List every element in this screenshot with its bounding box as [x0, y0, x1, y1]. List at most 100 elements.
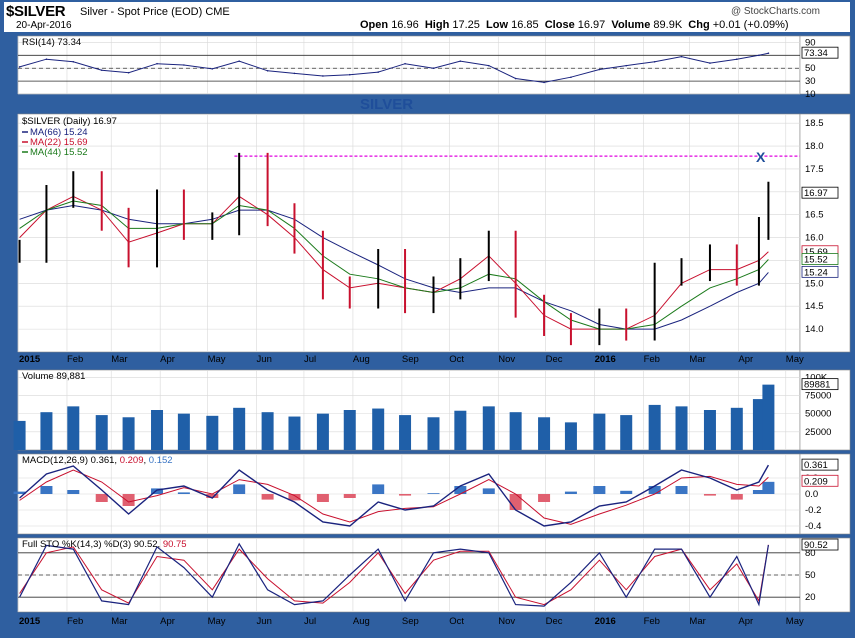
sto-d-line: [19, 544, 769, 606]
x-tick-label-bottom: Jun: [257, 616, 272, 627]
rsi-point: [156, 62, 158, 65]
macd-hist-bar: [261, 494, 274, 500]
x-tick-label-bottom: Sep: [402, 616, 419, 627]
rsi-last-tag: 73.34: [804, 48, 828, 59]
macd-hist-bar: [177, 492, 190, 494]
volume-bar: [151, 410, 164, 450]
x-tick-label: 2016: [595, 354, 616, 365]
x-tick-label: Feb: [644, 354, 660, 365]
price-tick-label: 16.0: [805, 233, 824, 244]
volume-bar: [316, 413, 329, 450]
volume-bar: [427, 417, 440, 450]
rsi-point: [238, 60, 240, 62]
legend-2: MA(44) 15.52: [30, 147, 88, 158]
rsi-point: [72, 60, 75, 63]
price-tag-3: 15.24: [804, 267, 828, 278]
rsi-point: [45, 58, 48, 60]
macd-hist-bar: [509, 494, 522, 510]
rsi-tick-label: 10: [805, 89, 816, 100]
x-tick-label-bottom: Oct: [449, 616, 464, 627]
macd-hist-bar: [151, 488, 164, 494]
x-tick-label: 2015: [19, 354, 41, 365]
rsi-point: [183, 64, 185, 66]
rsi-point: [758, 54, 760, 57]
macd-hist-bar: [372, 484, 385, 494]
macd-tick-label: -0.2: [805, 505, 821, 516]
x-tick-label: Jun: [257, 354, 272, 365]
x-tick-label-bottom: Nov: [498, 616, 515, 627]
x-tick-label-bottom: Feb: [644, 616, 660, 627]
macd-hist-bar: [122, 494, 135, 506]
volume-bar: [40, 412, 53, 450]
panel-rsi: [17, 35, 801, 95]
rsi-tick-label: 90: [805, 37, 816, 48]
volume-bar: [762, 384, 775, 450]
volume-bar: [703, 410, 716, 450]
panel-price: [17, 113, 801, 353]
volume-bar: [261, 412, 274, 450]
x-tick-label: May: [208, 354, 226, 365]
rsi-point: [680, 55, 683, 58]
macd-hist-bar: [427, 493, 440, 494]
legend-1: MA(22) 15.69: [30, 137, 88, 148]
volume-bar: [233, 407, 246, 450]
price-tag-1: 15.69: [804, 247, 828, 258]
x-tick-label: Jul: [304, 354, 316, 365]
volume-bar: [509, 412, 522, 450]
rsi-point: [514, 77, 517, 80]
macd-hist-bar: [399, 494, 412, 496]
price-tick-label: 18.5: [805, 118, 824, 129]
price-tag-0: 16.97: [804, 188, 828, 199]
macd-hist-bar: [620, 490, 633, 494]
x-tick-label: Apr: [160, 354, 175, 365]
symbol: $SILVER: [6, 3, 66, 20]
macd-tick-label: -0.4: [805, 521, 821, 532]
macd-tag-box: [801, 458, 839, 471]
macd-tick-label: 0.0: [805, 489, 818, 500]
macd-hist-bar: [675, 486, 688, 494]
rsi-point: [293, 72, 296, 75]
rsi-point: [211, 68, 214, 70]
volume-bar: [538, 417, 551, 450]
macd-hist-bar: [538, 494, 551, 502]
price-tick-label: 16.5: [805, 210, 824, 221]
sto-tag: 90.52: [804, 540, 828, 551]
x-tick-label-bottom: Mar: [111, 616, 127, 627]
rsi-point: [653, 60, 656, 63]
x-tick-label: Sep: [402, 354, 419, 365]
rsi-point: [625, 64, 628, 67]
rsi-point: [100, 69, 103, 71]
macd-hist-bar: [343, 494, 356, 498]
stochastic-tick-label: 20: [805, 592, 816, 603]
rsi-label: RSI(14) 73.34: [22, 37, 81, 48]
price-tag-0-box: [801, 186, 839, 199]
volume-tick-label: 50000: [805, 409, 831, 420]
volume-tick-label: 75000: [805, 390, 831, 401]
rsi-point: [266, 70, 269, 72]
volume-last-tag-box: [801, 378, 839, 391]
volume-bar: [620, 415, 633, 450]
price-tag-2: 15.52: [804, 255, 828, 266]
macd-signal-tag: 0.209: [804, 476, 828, 487]
volume-bar: [564, 422, 577, 450]
x-marker: X: [756, 149, 766, 165]
price-tick-label: 17.5: [805, 164, 824, 175]
x-tick-label: Apr: [738, 354, 753, 365]
rsi-point: [127, 71, 130, 74]
rsi-point: [570, 76, 572, 79]
volume-tick-label: 25000: [805, 427, 831, 438]
volume-tick-label: 100K: [805, 372, 828, 383]
x-tick-label-bottom: Dec: [546, 616, 563, 627]
macd-label: MACD(12,26,9) 0.361, 0.209, 0.152: [22, 455, 173, 466]
macd-hist-bar: [703, 494, 716, 496]
macd-hist-bar: [648, 486, 661, 494]
volume-bar: [343, 410, 356, 450]
macd-hist-bar: [454, 486, 467, 494]
x-tick-label: Feb: [67, 354, 83, 365]
rsi-point: [487, 64, 490, 67]
brand-link[interactable]: @ StockCharts.com: [730, 6, 820, 17]
volume-bar: [648, 404, 661, 450]
x-tick-label-bottom: Apr: [738, 616, 753, 627]
x-tick-label-bottom: May: [208, 616, 226, 627]
price-label: $SILVER (Daily) 16.97: [22, 116, 117, 127]
